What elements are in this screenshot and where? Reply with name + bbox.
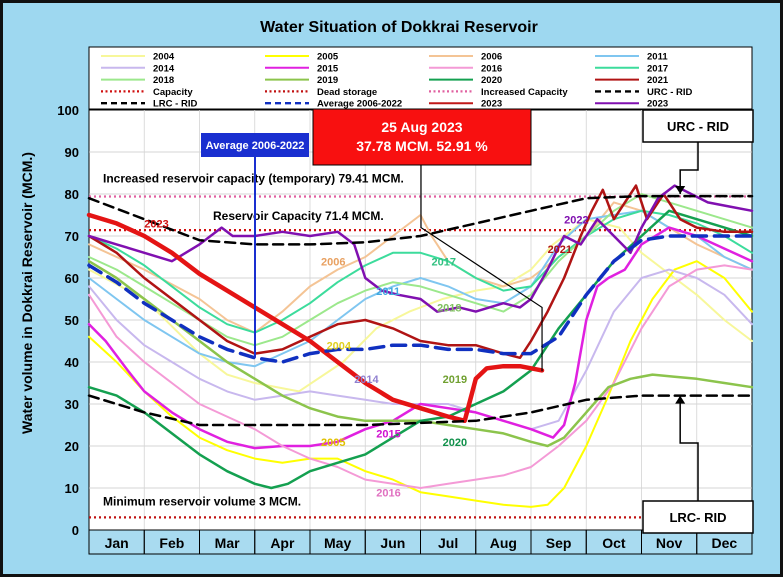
legend-label: Increased Capacity (481, 87, 568, 98)
series-line (88, 260, 753, 508)
legend-label: 2014 (153, 63, 175, 74)
legend-label: 2004 (153, 52, 175, 63)
series-inline-label: 2023 (144, 219, 168, 231)
series-line (87, 184, 754, 360)
month-tick-label: Mar (215, 535, 240, 551)
series-line (88, 218, 753, 393)
y-tick-label: 80 (65, 187, 79, 202)
average-box-label: Average 2006-2022 (206, 140, 305, 152)
series-inline-label: 2005 (321, 437, 345, 449)
series-inline-label: 2019 (443, 374, 467, 386)
series-line (87, 184, 754, 313)
reservoir-chart: Water Situation of Dokkrai Reservoir Wat… (19, 19, 754, 555)
legend-label: 2015 (317, 63, 339, 74)
series-inline-label: 2022 (564, 214, 588, 226)
series-inline-label: 2016 (376, 487, 400, 499)
month-tick-label: Nov (656, 535, 683, 551)
lrc-box (642, 500, 754, 534)
legend-label: LRC - RID (153, 99, 197, 110)
legend-label: 2020 (481, 75, 502, 86)
y-tick-label: 0 (72, 523, 79, 538)
series-line (87, 394, 754, 427)
legend: 2004 2005 2006 2011 2014 2015 2016 2017 2018 2019… (88, 46, 753, 110)
legend-label: 2017 (647, 63, 668, 74)
lrc-pointer (679, 395, 699, 501)
series-line (87, 194, 754, 246)
series-line (87, 259, 754, 448)
current-value-label: 37.78 MCM. 52.91 % (356, 138, 488, 154)
urc-pointer (679, 142, 699, 194)
chart-title: Water Situation of Dokkrai Reservoir (260, 19, 538, 36)
legend-label: 2018 (153, 75, 174, 86)
y-axis-label: Water volume in Dokkrai Reservoir (MCM.) (19, 152, 35, 434)
series-inline-label: 2018 (437, 303, 461, 315)
series-inline-label: 2014 (354, 374, 379, 386)
legend-label: Average 2006-2022 (317, 99, 402, 110)
month-tick-label: Feb (159, 535, 184, 551)
month-tick-label: Dec (712, 535, 738, 551)
legend-label: 2019 (317, 75, 338, 86)
series-line (86, 212, 545, 424)
lrc-arrowhead (675, 395, 686, 404)
legend-label: 2005 (317, 52, 339, 63)
legend-label: Dead storage (317, 87, 377, 98)
legend-label: 2006 (481, 52, 502, 63)
current-value-box (312, 108, 532, 166)
month-tick-label: Aug (490, 535, 517, 551)
month-tick-label: May (324, 535, 351, 551)
series-inline-label: 2020 (443, 437, 467, 449)
month-tick-label: Jan (105, 535, 129, 551)
urc-box (642, 109, 754, 143)
series-inline-label: 2011 (376, 286, 400, 298)
y-tick-label: 30 (65, 397, 79, 412)
y-tick-label: 90 (65, 145, 79, 160)
y-tick-label: 40 (65, 355, 79, 370)
legend-label: 2023 (481, 99, 502, 110)
legend-label: Capacity (153, 87, 193, 98)
series-inline-label: 2017 (432, 256, 456, 268)
legend-label: 2021 (647, 75, 669, 86)
lrc-box-label: LRC- RID (669, 510, 726, 525)
legend-label: 2011 (647, 52, 668, 63)
series-line (88, 209, 753, 334)
minimum-volume-label: Minimum reservoir volume 3 MCM. (103, 494, 301, 508)
legend-box (88, 46, 753, 110)
current-value-callout (420, 165, 543, 372)
current-date-label: 25 Aug 2023 (381, 119, 462, 135)
series-inline-label: 2021 (548, 244, 572, 256)
series-inline-label: 2004 (327, 340, 352, 352)
series-line (88, 264, 753, 489)
y-tick-label: 10 (65, 481, 79, 496)
month-tick-label: Jun (380, 535, 405, 551)
series-inline-label: 2006 (321, 256, 345, 268)
increased-capacity-label: Increased reservoir capacity (temporary)… (103, 171, 404, 185)
urc-arrowhead (675, 186, 686, 194)
series-line (87, 234, 754, 364)
legend-label: 2016 (481, 63, 502, 74)
plot-area: 0 10 20 30 40 50 60 70 80 90 100 Jan Feb Mar Apr May Jun… (57, 103, 754, 555)
month-tick-label: Jul (438, 535, 458, 551)
series-inline-label: 2015 (376, 429, 400, 441)
urc-box-label: URC - RID (667, 119, 729, 134)
y-tick-label: 20 (65, 439, 79, 454)
legend-label: 2023 (647, 99, 668, 110)
y-tick-label: 100 (57, 103, 79, 118)
y-tick-label: 60 (65, 271, 79, 286)
month-tick-label: Sep (546, 535, 572, 551)
month-tick-label: Apr (270, 535, 295, 551)
y-tick-label: 50 (65, 313, 79, 328)
capacity-label: Reservoir Capacity 71.4 MCM. (213, 209, 384, 223)
month-tick-label: Oct (602, 535, 626, 551)
y-tick-label: 70 (65, 229, 79, 244)
legend-label: URC - RID (647, 87, 693, 98)
average-box (201, 133, 309, 157)
